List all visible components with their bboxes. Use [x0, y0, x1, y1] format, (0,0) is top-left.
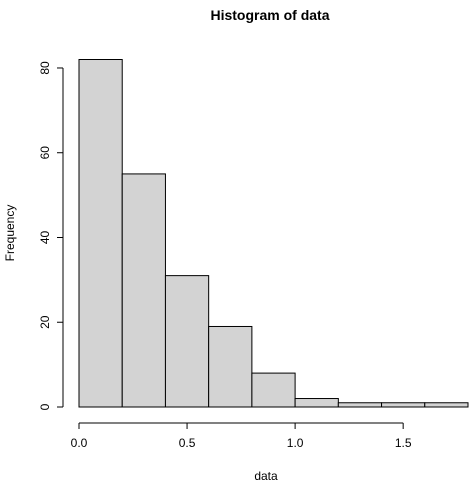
- y-tick-label: 60: [38, 146, 52, 160]
- y-tick-label: 80: [38, 61, 52, 75]
- y-tick-label: 0: [38, 403, 52, 410]
- chart-title: Histogram of data: [210, 7, 329, 23]
- bar: [164, 275, 210, 408]
- bar: [337, 402, 383, 408]
- bar: [381, 402, 426, 408]
- bar: [208, 325, 253, 408]
- y-tick-label: 20: [38, 315, 52, 329]
- bar: [251, 372, 296, 408]
- x-tick-label: 1.5: [395, 436, 412, 450]
- y-axis-label: Frequency: [3, 205, 17, 262]
- x-tick-label: 0.5: [179, 436, 196, 450]
- bar: [424, 402, 469, 408]
- x-tick-label: 0.0: [71, 436, 88, 450]
- bar: [121, 173, 166, 408]
- bar: [78, 59, 123, 408]
- x-axis-label: data: [254, 469, 278, 483]
- y-tick-label: 40: [38, 230, 52, 244]
- x-tick-label: 1.0: [287, 436, 304, 450]
- bar: [294, 398, 339, 408]
